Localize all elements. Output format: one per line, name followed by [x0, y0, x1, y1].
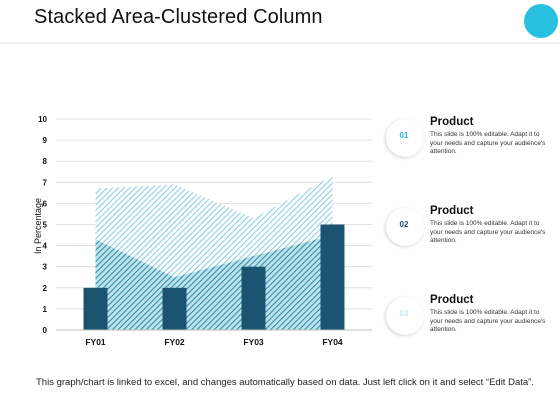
y-tick-label: 10: [38, 115, 47, 124]
legend-item-3: 03 Product This slide is 100% editable. …: [384, 294, 554, 354]
legend-number-circle: [386, 208, 424, 246]
legend-number-circle: [386, 297, 424, 335]
legend-number-circle: [386, 119, 424, 157]
legend-number: 01: [399, 131, 409, 140]
x-tick-label: FY01: [85, 337, 106, 347]
y-tick-label: 4: [43, 242, 48, 251]
y-tick-label: 6: [43, 199, 48, 208]
x-tick-label: FY02: [164, 337, 185, 347]
area-series-2: [95, 175, 333, 278]
y-tick-label: 3: [43, 263, 48, 272]
legend-item-2: 02 Product This slide is 100% editable. …: [384, 205, 554, 265]
stacked-area-column-chart: 0 1 2 3 4 5 6 7 8 9 10 FY01 FY02 FY03 FY04 In Percenta…: [33, 115, 372, 347]
y-tick-label: 7: [43, 178, 48, 187]
y-tick-label: 9: [43, 136, 48, 145]
y-tick-label: 0: [43, 326, 48, 335]
title-divider: [0, 42, 560, 44]
column-bar: [241, 266, 266, 330]
column-bar: [162, 287, 187, 330]
legend-description: This slide is 100% editable. Adapt it to…: [430, 220, 546, 244]
y-tick-label: 8: [43, 157, 48, 166]
legend-number: 02: [399, 220, 409, 229]
accent-circle: [524, 4, 558, 38]
slide-title: Stacked Area-Clustered Column: [34, 6, 323, 28]
x-tick-label: FY03: [243, 337, 264, 347]
legend-description: This slide is 100% editable. Adapt it to…: [430, 131, 546, 155]
legend-description: This slide is 100% editable. Adapt it to…: [430, 309, 546, 333]
legend-heading: Product: [430, 205, 474, 217]
legend-heading: Product: [430, 116, 474, 128]
legend-number: 03: [399, 309, 409, 318]
column-bar: [320, 224, 345, 330]
legend-heading: Product: [430, 294, 474, 306]
y-tick-label: 1: [43, 305, 48, 314]
y-tick-label: 2: [43, 284, 48, 293]
column-bar: [83, 287, 108, 330]
legend-item-1: 01 Product This slide is 100% editable. …: [384, 116, 554, 176]
y-axis-label: In Percentage: [33, 198, 43, 254]
area-series-1: [95, 235, 333, 330]
footer-note: This graph/chart is linked to excel, and…: [36, 377, 534, 388]
x-tick-label: FY04: [322, 337, 343, 347]
y-tick-label: 5: [43, 221, 48, 230]
